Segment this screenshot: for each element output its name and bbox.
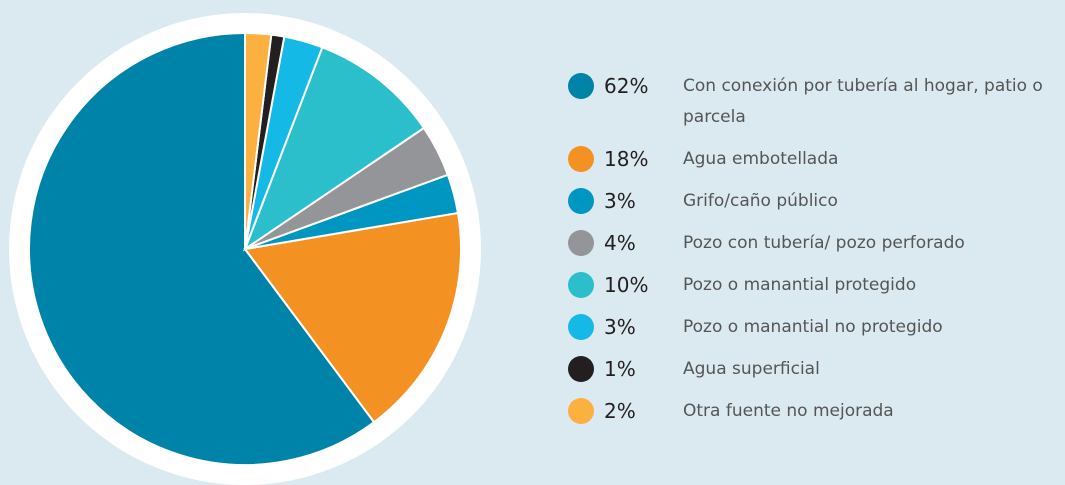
legend-label: Con conexión por tubería al hogar, patio…: [683, 76, 1043, 127]
legend: 62% Con conexión por tubería al hogar, pa…: [568, 71, 1065, 427]
legend-label: Agua embotellada: [683, 149, 839, 169]
legend-label: Pozo o manantial no protegido: [683, 317, 943, 337]
legend-swatch: [568, 272, 594, 298]
legend-item: 10% Pozo o manantial protegido: [568, 270, 1065, 301]
pie-slice: [28, 31, 376, 466]
data-label: 1%: [604, 357, 636, 381]
legend-swatch: [568, 146, 594, 172]
data-label: 18%: [604, 147, 649, 171]
data-label: 3%: [604, 315, 636, 339]
legend-item: 2% Otra fuente no mejorada: [568, 396, 1065, 427]
pie-slice: [243, 211, 462, 424]
legend-swatch: [568, 188, 594, 214]
data-label: 2%: [604, 399, 636, 423]
pie-slice: [244, 31, 273, 250]
data-label: 62%: [604, 74, 649, 98]
legend-swatch: [568, 230, 594, 256]
legend-label: Pozo o manantial protegido: [683, 275, 917, 295]
data-label: 10%: [604, 273, 649, 297]
legend-swatch: [568, 73, 594, 99]
legend-swatch: [568, 314, 594, 340]
legend-label: Otra fuente no mejorada: [683, 401, 894, 421]
legend-swatch: [568, 398, 594, 424]
data-label: 3%: [604, 189, 636, 213]
legend-label: Grifo/caño público: [683, 191, 838, 211]
legend-item: 18% Agua embotellada: [568, 144, 1065, 175]
legend-label: Pozo con tubería/ pozo perforado: [683, 233, 965, 253]
legend-swatch: [568, 356, 594, 382]
legend-item: 3% Pozo o manantial no protegido: [568, 312, 1065, 343]
pie-slice: [242, 46, 426, 252]
legend-item: 4% Pozo con tubería/ pozo perforado: [568, 228, 1065, 259]
legend-label: Agua superficial: [683, 359, 820, 379]
legend-item: 3% Grifo/caño público: [568, 186, 1065, 217]
data-label: 4%: [604, 231, 636, 255]
legend-item: 1% Agua superficial: [568, 354, 1065, 385]
legend-item: 62% Con conexión por tubería al hogar, pa…: [568, 71, 1065, 133]
